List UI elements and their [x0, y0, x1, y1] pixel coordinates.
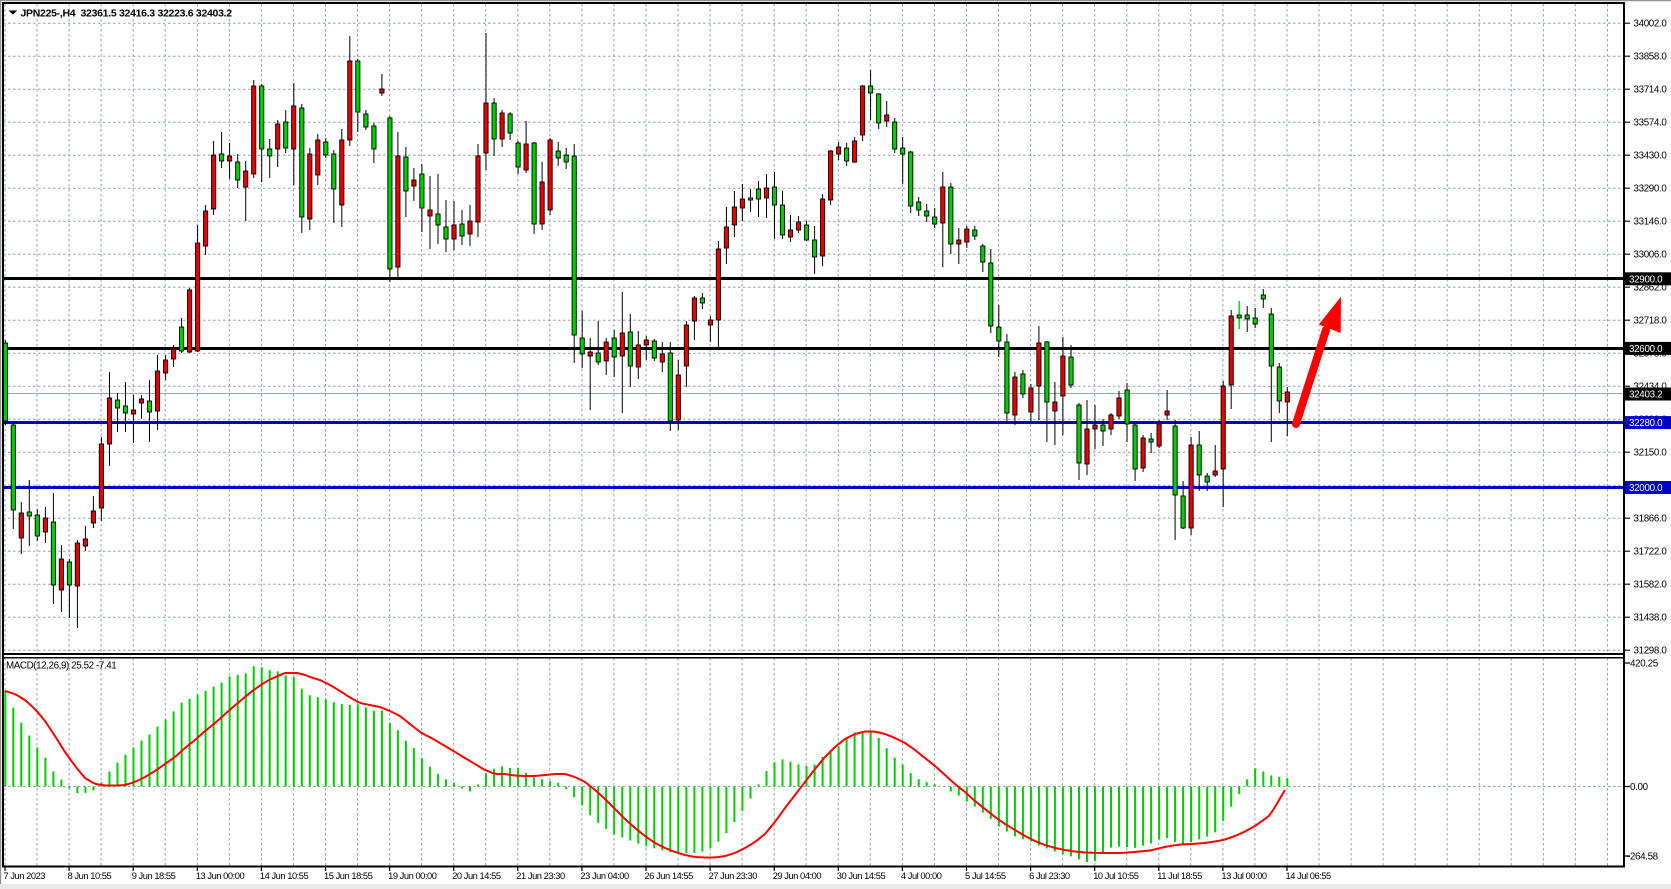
- svg-text:33574.0: 33574.0: [1634, 118, 1668, 129]
- svg-text:33430.0: 33430.0: [1634, 151, 1668, 162]
- svg-text:4 Jul 00:00: 4 Jul 00:00: [901, 871, 942, 881]
- svg-text:32600.0: 32600.0: [1629, 344, 1663, 355]
- svg-text:MACD(12,26,9) 25.52 -7.41: MACD(12,26,9) 25.52 -7.41: [6, 661, 116, 672]
- svg-text:29 Jun 04:00: 29 Jun 04:00: [773, 871, 822, 881]
- svg-text:14 Jul 06:55: 14 Jul 06:55: [1286, 871, 1332, 881]
- svg-text:6 Jul 23:30: 6 Jul 23:30: [1029, 871, 1070, 881]
- svg-text:33146.0: 33146.0: [1634, 217, 1668, 228]
- svg-text:JPN225-,H4 32361.5 32416.3 32: JPN225-,H4 32361.5 32416.3 32223.6 32403…: [21, 8, 233, 20]
- svg-text:10 Jul 10:55: 10 Jul 10:55: [1093, 871, 1139, 881]
- svg-text:14 Jun 10:55: 14 Jun 10:55: [260, 871, 309, 881]
- svg-text:15 Jun 18:55: 15 Jun 18:55: [324, 871, 373, 881]
- svg-text:7 Jun 2023: 7 Jun 2023: [4, 871, 46, 881]
- svg-text:33714.0: 33714.0: [1634, 85, 1668, 96]
- svg-text:32718.0: 32718.0: [1634, 316, 1668, 327]
- svg-text:34002.0: 34002.0: [1634, 19, 1668, 30]
- svg-text:19 Jun 00:00: 19 Jun 00:00: [388, 871, 437, 881]
- svg-text:23 Jun 04:00: 23 Jun 04:00: [580, 871, 629, 881]
- svg-text:32434.0: 32434.0: [1634, 382, 1668, 393]
- svg-text:26 Jun 14:55: 26 Jun 14:55: [645, 871, 694, 881]
- svg-text:8 Jun 10:55: 8 Jun 10:55: [68, 871, 112, 881]
- svg-text:0.00: 0.00: [1630, 782, 1649, 793]
- svg-text:33858.0: 33858.0: [1634, 52, 1668, 63]
- svg-text:32000.0: 32000.0: [1629, 483, 1663, 494]
- svg-text:31298.0: 31298.0: [1634, 646, 1668, 657]
- svg-text:13 Jul 00:00: 13 Jul 00:00: [1221, 871, 1267, 881]
- svg-text:32150.0: 32150.0: [1634, 448, 1668, 459]
- svg-text:31438.0: 31438.0: [1634, 613, 1668, 624]
- svg-text:420.25: 420.25: [1630, 659, 1659, 670]
- svg-text:31866.0: 31866.0: [1634, 514, 1668, 525]
- svg-text:9 Jun 18:55: 9 Jun 18:55: [132, 871, 176, 881]
- svg-text:5 Jul 14:55: 5 Jul 14:55: [965, 871, 1006, 881]
- svg-text:32862.0: 32862.0: [1634, 283, 1668, 294]
- svg-text:32403.2: 32403.2: [1629, 390, 1662, 401]
- svg-text:21 Jun 23:30: 21 Jun 23:30: [516, 871, 565, 881]
- svg-text:31722.0: 31722.0: [1634, 547, 1668, 558]
- svg-text:-264.58: -264.58: [1627, 852, 1659, 863]
- svg-text:32280.0: 32280.0: [1629, 418, 1663, 429]
- svg-text:11 Jul 18:55: 11 Jul 18:55: [1157, 871, 1202, 881]
- svg-text:13 Jun 00:00: 13 Jun 00:00: [196, 871, 245, 881]
- svg-text:32900.0: 32900.0: [1629, 274, 1663, 285]
- svg-text:31582.0: 31582.0: [1634, 580, 1668, 591]
- svg-text:33006.0: 33006.0: [1634, 250, 1668, 261]
- svg-text:30 Jun 14:55: 30 Jun 14:55: [837, 871, 886, 881]
- svg-text:27 Jun 23:30: 27 Jun 23:30: [709, 871, 758, 881]
- svg-text:33290.0: 33290.0: [1634, 184, 1668, 195]
- svg-text:20 Jun 14:55: 20 Jun 14:55: [452, 871, 501, 881]
